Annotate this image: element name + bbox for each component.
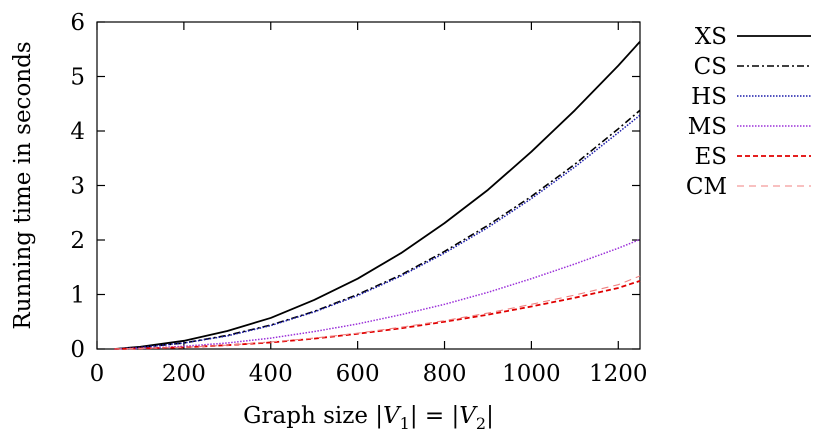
y-tick-label: 4 (70, 119, 85, 145)
series-line-cs (114, 109, 641, 350)
series-line-hs (114, 114, 641, 350)
series-line-xs (114, 41, 641, 350)
plot-frame (96, 21, 641, 350)
series-line-ms (114, 238, 641, 350)
series-line-cm (114, 275, 641, 350)
y-tick-label: 6 (70, 10, 85, 36)
legend-label-es: ES (694, 144, 727, 170)
x-tick-label: 200 (162, 361, 206, 387)
x-tick-label: 1200 (589, 361, 648, 387)
y-axis-label: Running time in seconds (10, 41, 36, 329)
tick-marks (96, 21, 640, 350)
legend-label-cm: CM (686, 174, 727, 200)
y-tick-label: 2 (70, 228, 85, 254)
x-tick-label: 0 (90, 361, 105, 387)
x-axis-label: Graph size |V1| = |V2| (243, 403, 494, 433)
legend-label-cs: CS (694, 54, 727, 80)
x-tick-label: 1000 (502, 361, 561, 387)
y-tick-label: 1 (70, 283, 85, 309)
legend: XS CS HS MS ES CM (686, 24, 811, 200)
legend-label-hs: HS (691, 84, 727, 110)
axes (96, 21, 641, 350)
x-tick-label: 400 (249, 361, 293, 387)
legend-label-xs: XS (695, 24, 727, 50)
y-tick-label: 3 (70, 174, 85, 200)
y-tick-label: 0 (70, 337, 85, 363)
y-tick-label: 5 (70, 65, 85, 91)
legend-label-ms: MS (688, 114, 727, 140)
x-tick-label: 800 (423, 361, 467, 387)
tick-labels: 0 200 400 600 800 1000 1200 0 1 2 3 4 5 6 (70, 10, 647, 387)
x-tick-label: 600 (336, 361, 380, 387)
series-lines (114, 41, 641, 350)
